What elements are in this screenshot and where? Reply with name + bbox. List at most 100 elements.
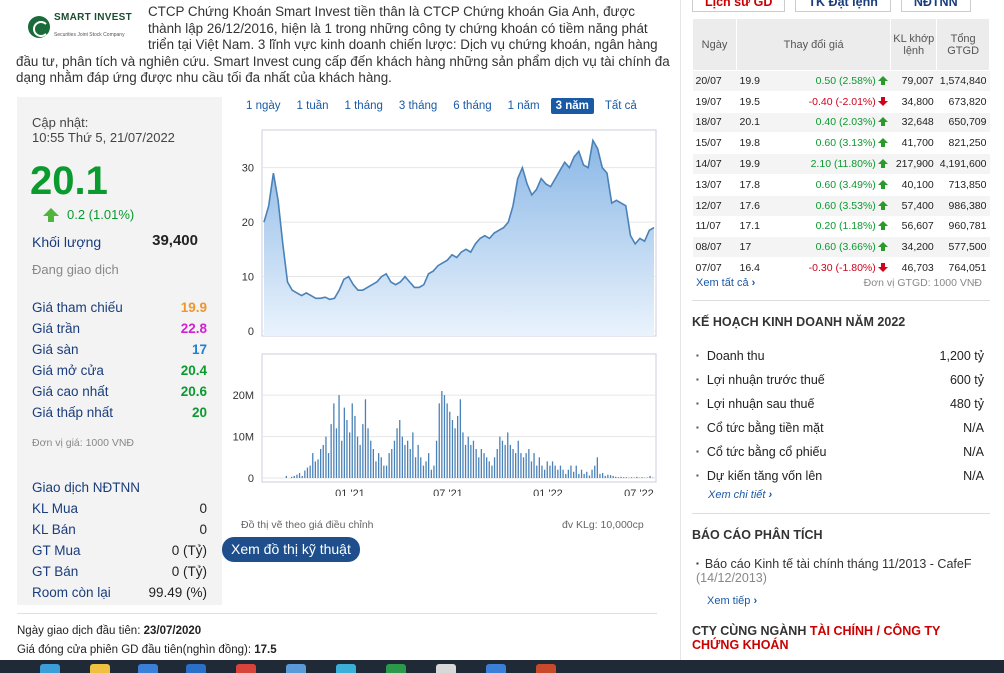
price-stat-row: Giá mở cửa 20.4	[32, 363, 207, 378]
app-icon[interactable]	[336, 664, 356, 673]
row-price: 17.1	[736, 216, 773, 238]
report-item[interactable]: Báo cáo Kinh tế tài chính tháng 11/2013 …	[696, 557, 986, 585]
chevron-right-icon: ›	[751, 277, 756, 289]
folder-icon[interactable]	[90, 664, 110, 673]
row-total: 713,850	[936, 174, 990, 196]
row-change-value: 0.60 (3.13%)	[815, 137, 876, 150]
volume-bar	[462, 432, 464, 478]
edge-icon[interactable]	[138, 664, 158, 673]
range-tab[interactable]: 1 tháng	[344, 100, 383, 112]
intro-text: CTCP Chứng Khoán Smart Invest tiền thân …	[16, 4, 670, 86]
arrow-up-icon	[877, 242, 888, 252]
report-date: (14/12/2013)	[696, 571, 767, 585]
range-tab[interactable]: 3 năm	[550, 98, 594, 114]
volume-bar	[636, 476, 638, 478]
history-row: 08/07 17 0.60 (3.66%) 34,200 577,500	[692, 236, 990, 259]
volume-bar	[372, 449, 374, 478]
volume-bar	[604, 475, 606, 478]
volume-bar	[475, 449, 477, 478]
volume-bar	[594, 465, 596, 478]
technical-chart-button[interactable]: Xem đồ thị kỹ thuật	[222, 537, 360, 562]
volume-bar	[528, 449, 530, 478]
range-tab[interactable]: 3 tháng	[398, 100, 438, 112]
plan-row: Dự kiến tăng vốn lên N/A	[692, 464, 990, 488]
related-prefix: CTY CÙNG NGÀNH	[692, 624, 810, 638]
volume-bar	[417, 444, 419, 478]
first-day-label: Ngày giao dịch đầu tiên:	[17, 625, 144, 637]
foreign-stat-label: Room còn lại	[32, 585, 111, 600]
price-stat-label: Giá sàn	[32, 342, 79, 357]
volume-bar	[404, 444, 406, 478]
range-tab[interactable]: 1 tuần	[296, 100, 329, 112]
volume-y-tick: 20M	[233, 390, 254, 402]
plan-row: Cổ tức bằng tiền mặt N/A	[692, 416, 990, 440]
volume-bar	[470, 444, 472, 478]
volume-bar	[509, 444, 511, 478]
history-row: 14/07 19.9 2.10 (11.80%) 217,900 4,191,600	[692, 153, 990, 175]
volume-bar	[578, 473, 580, 478]
volume-bar	[607, 474, 609, 478]
app-icon[interactable]	[536, 664, 556, 673]
range-tab[interactable]: 1 ngày	[246, 100, 281, 112]
row-total: 1,574,840	[936, 70, 990, 92]
volume-bar	[414, 457, 417, 478]
history-row: 13/07 17.8 0.60 (3.49%) 40,100 713,850	[692, 174, 990, 196]
volume-bar	[554, 465, 556, 478]
volume-bar	[464, 444, 467, 478]
see-all-link[interactable]: Xem tất cả ›	[696, 277, 755, 289]
plan-label: Cổ tức bằng cổ phiếu	[696, 445, 827, 459]
app-icon[interactable]	[186, 664, 206, 673]
volume-bar	[536, 465, 538, 478]
volume-bar	[617, 477, 620, 478]
range-tab[interactable]: 6 tháng	[453, 100, 492, 112]
volume-bar	[441, 391, 443, 478]
range-tab[interactable]: Tất cả	[604, 100, 637, 112]
row-volume: 32,648	[890, 112, 937, 134]
volume-y-tick: 10M	[233, 432, 254, 444]
history-row: 18/07 20.1 0.40 (2.03%) 32,648 650,709	[692, 112, 990, 134]
price-panel: Cập nhật: 10:55 Thứ 5, 21/07/2022 20.1 0…	[17, 97, 222, 605]
arrow-down-icon	[877, 263, 888, 273]
business-plan: Doanh thu 1,200 tỷ Lợi nhuận trước thuế 600…	[692, 344, 990, 488]
word-icon[interactable]	[486, 664, 506, 673]
plan-row: Lợi nhuận sau thuế 480 tỷ	[692, 392, 990, 416]
volume-bar	[396, 428, 398, 478]
x-tick-label: 07 '21	[433, 488, 463, 496]
logo-sub: Securities Joint Stock Company	[54, 32, 125, 38]
foreign-stat-value: 99.49 (%)	[148, 585, 207, 600]
plan-label: Cổ tức bằng tiền mặt	[696, 421, 824, 435]
volume-bar	[567, 469, 569, 478]
range-tab[interactable]: 1 năm	[507, 100, 540, 112]
tab-orders[interactable]: TK Đặt lệnh	[795, 0, 891, 12]
related-sector-link[interactable]: TÀI CHÍNH / CÔNG TY CHỨNG KHOÁN	[692, 624, 941, 652]
foreign-stat-value: 0	[199, 522, 207, 537]
start-icon[interactable]	[40, 664, 60, 673]
volume-bar	[515, 453, 517, 478]
volume-bar	[409, 449, 411, 478]
see-more-label: Xem tiếp	[707, 595, 751, 607]
see-detail-link[interactable]: Xem chi tiết ›	[708, 489, 772, 501]
row-volume: 56,607	[890, 216, 937, 238]
excel-icon[interactable]	[386, 664, 406, 673]
foreign-stat-label: GT Mua	[32, 543, 81, 558]
volume-bar	[362, 424, 364, 478]
row-price: 19.9	[736, 70, 773, 92]
volume-bar	[480, 449, 482, 478]
volume-bar	[399, 420, 401, 478]
arrow-up-icon	[877, 138, 888, 148]
foreign-stat-label: KL Bán	[32, 522, 76, 537]
tab-history[interactable]: Lịch sử GD	[692, 0, 786, 12]
app-icon[interactable]	[436, 664, 456, 673]
chrome-icon[interactable]	[236, 664, 256, 673]
see-more-link[interactable]: Xem tiếp ›	[707, 595, 757, 607]
volume-bar	[630, 477, 633, 478]
row-price: 19.9	[736, 153, 773, 175]
volume-bar	[422, 465, 425, 478]
tab-foreign[interactable]: NĐTNN	[900, 0, 971, 12]
app-icon[interactable]	[286, 664, 306, 673]
col-change: Thay đổi giá	[735, 18, 892, 71]
row-volume: 40,100	[890, 174, 937, 196]
row-date: 07/07	[692, 257, 737, 279]
row-date: 14/07	[692, 153, 737, 175]
